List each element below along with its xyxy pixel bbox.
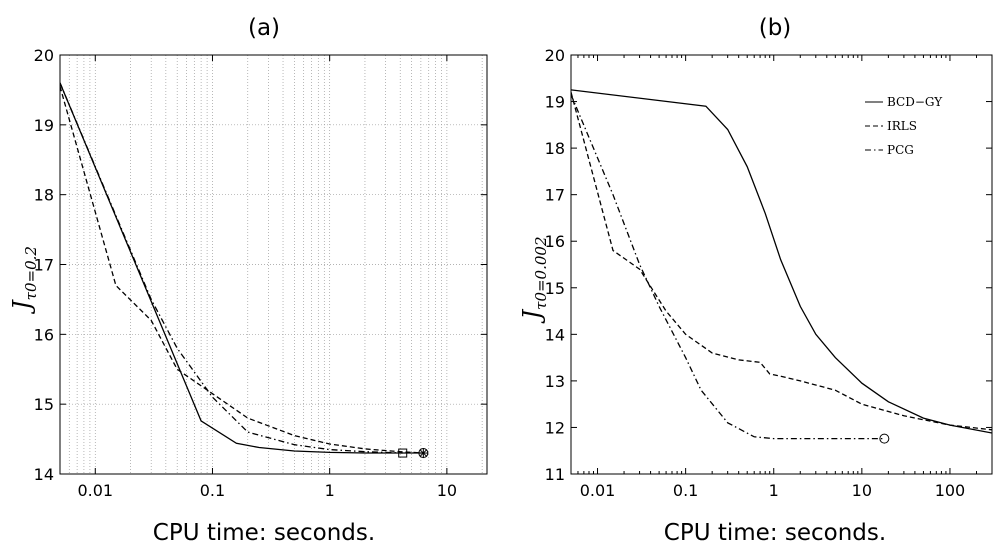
- panel-b-y-tick-label: 11: [545, 465, 565, 484]
- panel-a: (a) 0.01 0.1 1 10 14 15 16 17 18 19 20 CPU time: s…: [8, 15, 488, 546]
- panel-b-y-tick-label: 13: [545, 372, 565, 391]
- panel-a-title: (a): [248, 15, 280, 41]
- panel-a-y-tick-label: 17: [34, 256, 54, 275]
- panel-a-y-tick-label: 18: [34, 186, 54, 205]
- panel-a-x-tick-label: 10: [437, 481, 457, 500]
- panel-b-legend-label: BCD−GY: [887, 95, 943, 109]
- panel-b-series-dashdot-end-marker: [879, 433, 890, 444]
- panel-a-x-axis-label: CPU time: seconds.: [153, 520, 375, 546]
- panel-a-y-tick-label: 19: [34, 116, 54, 135]
- panel-b-x-tick-label: 0.1: [673, 481, 698, 500]
- panel-b-y-tick-label: 12: [545, 418, 565, 437]
- panel-b-x-tick-label: 0.01: [580, 481, 616, 500]
- panel-a-x-tick-label: 1: [325, 481, 335, 500]
- panel-b-legend-label: IRLS: [887, 119, 917, 133]
- panel-a-y-tick-label: 20: [34, 46, 54, 65]
- panel-a-y-axis-label-main: J: [8, 299, 36, 315]
- panel-b-y-axis-label-sub: τ0=0.002: [532, 237, 550, 310]
- panel-a-y-tick-label: 14: [34, 465, 54, 484]
- panel-b-x-axis-label: CPU time: seconds.: [664, 520, 886, 546]
- panel-b-plot-area: 0.01 0.1 1 10 100 11 12 13 14 15 16 17 18 19 20 BCD−GY I…: [545, 46, 993, 500]
- panel-a-series-dashdot-end-marker: [398, 448, 408, 458]
- panel-b-y-tick-label: 16: [545, 232, 565, 251]
- panel-b-series-solid-line: [571, 89, 992, 434]
- panel-b-y-axis-label: Jτ0=0.002: [518, 237, 550, 325]
- panel-b-x-tick-label: 10: [852, 481, 872, 500]
- panel-b-title: (b): [759, 15, 792, 41]
- panel-b-y-tick-label: 19: [545, 93, 565, 112]
- panel-a-series-dashed-line: [60, 86, 424, 454]
- panel-b-y-tick-label: 20: [545, 46, 565, 65]
- panel-b-y-tick-label: 15: [545, 279, 565, 298]
- panel-a-y-tick-label: 16: [34, 325, 54, 344]
- panel-b-y-tick-label: 18: [545, 139, 565, 158]
- panel-b-y-tick-label: 17: [545, 186, 565, 205]
- panel-b-axes-box: [570, 54, 993, 475]
- panel-b: (b) 0.01 0.1 1 10 100 11 12 13 14 15 16 17 18 19 20 BCD…: [518, 15, 993, 546]
- panel-a-y-axis-label-sub: τ0=0.2: [22, 246, 40, 300]
- panel-b-series-dashed-line: [571, 92, 992, 431]
- panel-b-y-tick-label: 14: [545, 325, 565, 344]
- svg-text:Jτ0=0.002: Jτ0=0.002: [518, 237, 550, 325]
- panel-b-x-tick-label: 100: [935, 481, 966, 500]
- panel-a-x-tick-label: 0.1: [200, 481, 225, 500]
- svg-text:Jτ0=0.2: Jτ0=0.2: [8, 246, 40, 315]
- panel-a-x-tick-label: 0.01: [77, 481, 113, 500]
- panel-b-legend: BCD−GY IRLS PCG: [865, 95, 943, 157]
- panel-b-y-axis-label-main: J: [518, 308, 546, 324]
- panel-b-legend-label: PCG: [887, 143, 914, 157]
- panel-a-plot-area: 0.01 0.1 1 10 14 15 16 17 18 19 20: [34, 46, 488, 500]
- panel-a-series-dashed-end-marker: [418, 448, 429, 459]
- panel-a-y-tick-label: 15: [34, 395, 54, 414]
- panel-a-series-solid-line: [60, 82, 424, 454]
- panel-b-series-dashdot-line: [571, 94, 885, 440]
- panel-a-y-axis-label: Jτ0=0.2: [8, 246, 40, 315]
- panel-a-series-dashdot-line: [60, 82, 403, 454]
- panel-b-x-tick-label: 1: [769, 481, 779, 500]
